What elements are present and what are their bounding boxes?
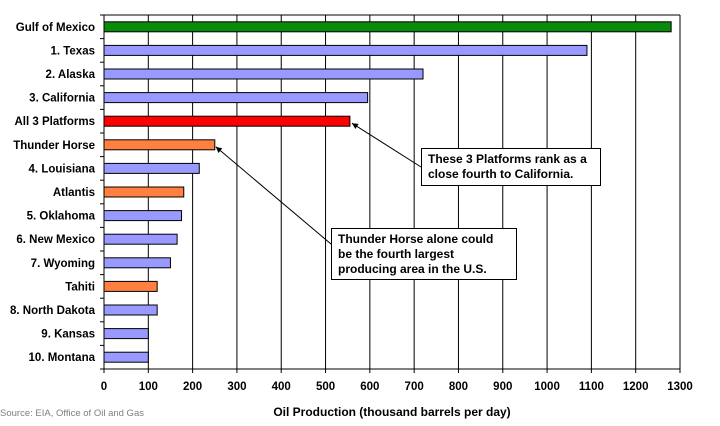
bar bbox=[103, 44, 588, 56]
tick-labels: 0 100 200 300 400 500 600 700 800 900 1000 1100 1200… bbox=[101, 381, 693, 393]
bar bbox=[103, 186, 185, 198]
x-axis-title: Oil Production (thousand barrels per day… bbox=[273, 405, 510, 419]
x-tick-label: 900 bbox=[493, 381, 512, 393]
category-label: Thunder Horse bbox=[13, 140, 95, 152]
category-label: 10. Montana bbox=[29, 352, 96, 364]
bar bbox=[103, 351, 149, 363]
x-tick-label: 300 bbox=[227, 381, 246, 393]
x-tick-label: 800 bbox=[449, 381, 468, 393]
x-tick-label: 0 bbox=[101, 381, 107, 393]
x-tick-label: 200 bbox=[183, 381, 202, 393]
bars bbox=[103, 21, 672, 363]
category-label: 8. North Dakota bbox=[10, 305, 96, 317]
category-label: 7. Wyoming bbox=[31, 258, 95, 270]
bar bbox=[103, 233, 178, 245]
annotation-arrow-head bbox=[215, 146, 223, 153]
category-label: Gulf of Mexico bbox=[16, 22, 95, 34]
category-label: 6. New Mexico bbox=[16, 234, 95, 246]
bar bbox=[103, 280, 158, 292]
annotation-arrow-head bbox=[351, 123, 359, 129]
category-label: 9. Kansas bbox=[41, 329, 95, 341]
category-label: Atlantis bbox=[53, 187, 95, 199]
x-tick-label: 700 bbox=[405, 381, 424, 393]
bar bbox=[103, 304, 158, 316]
category-label: 1. Texas bbox=[50, 45, 95, 57]
x-tick-label: 600 bbox=[360, 381, 379, 393]
bar bbox=[103, 21, 672, 33]
bar bbox=[103, 162, 200, 174]
callout-platforms: These 3 Platforms rank as a close fourth… bbox=[421, 148, 601, 186]
bar bbox=[103, 328, 149, 340]
x-tick-label: 1300 bbox=[667, 381, 693, 393]
category-label: All 3 Platforms bbox=[14, 116, 95, 128]
bar bbox=[103, 210, 183, 222]
category-label: Tahiti bbox=[65, 281, 95, 293]
category-label: 3. California bbox=[29, 93, 95, 105]
x-tick-label: 1000 bbox=[534, 381, 560, 393]
category-label: 2. Alaska bbox=[46, 69, 96, 81]
annotation-arrows bbox=[215, 122, 422, 245]
category-labels: Gulf of Mexico 1. Texas 2. Alaska 3. Califo… bbox=[10, 22, 96, 364]
x-tick-label: 500 bbox=[316, 381, 335, 393]
source-note: Source: EIA, Office of Oil and Gas bbox=[0, 408, 144, 419]
bar bbox=[103, 115, 351, 127]
x-tick-label: 1100 bbox=[579, 381, 604, 393]
bar bbox=[103, 257, 171, 269]
annotation-arrow-line bbox=[215, 146, 332, 245]
bar bbox=[103, 68, 424, 80]
annotation-arrow-line bbox=[351, 122, 422, 168]
x-tick-label: 1200 bbox=[623, 381, 649, 393]
category-label: 5. Oklahoma bbox=[27, 211, 96, 223]
callout-thunder-horse: Thunder Horse alone could be the fourth … bbox=[331, 228, 517, 280]
x-tick-label: 100 bbox=[139, 381, 158, 393]
x-tick-label: 400 bbox=[272, 381, 291, 393]
bar bbox=[103, 139, 216, 151]
category-label: 4. Louisiana bbox=[29, 163, 96, 175]
bar bbox=[103, 92, 369, 104]
